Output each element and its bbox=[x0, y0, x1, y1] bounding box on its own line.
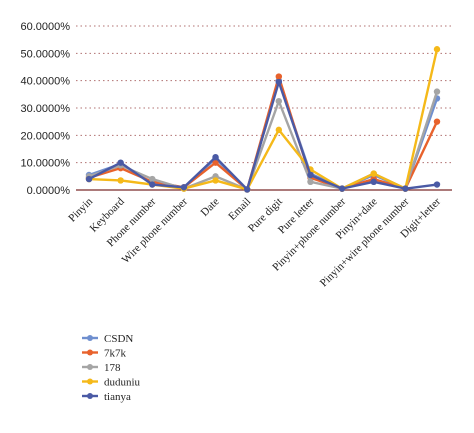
legend-label: 178 bbox=[104, 362, 121, 374]
gridlines bbox=[76, 25, 452, 191]
legend-swatch-marker bbox=[87, 364, 93, 370]
data-point bbox=[149, 181, 156, 188]
data-point bbox=[117, 177, 124, 184]
data-point bbox=[370, 178, 377, 185]
data-point bbox=[433, 181, 441, 188]
data-point bbox=[433, 118, 441, 125]
data-point bbox=[307, 171, 314, 179]
data-point bbox=[117, 159, 124, 166]
legend-label: duduniu bbox=[104, 377, 141, 389]
series-line bbox=[87, 48, 439, 191]
series-tianya bbox=[85, 78, 441, 193]
legend-item: 7k7k bbox=[82, 348, 127, 360]
data-point bbox=[85, 175, 93, 183]
data-point bbox=[370, 170, 377, 177]
legend-swatch-marker bbox=[87, 335, 93, 341]
series-line bbox=[87, 90, 439, 191]
y-axis: 0.0000% 10.0000% 20.0000% 30.0000% 40.0000% 5… bbox=[20, 21, 70, 197]
legend-swatch-marker bbox=[87, 393, 93, 399]
y-tick-label: 30.0000% bbox=[20, 103, 70, 115]
data-point bbox=[212, 159, 219, 166]
data-point bbox=[243, 186, 251, 193]
legend-item: 178 bbox=[82, 362, 121, 374]
data-point bbox=[180, 184, 188, 191]
data-point bbox=[433, 88, 441, 95]
y-tick-label: 10.0000% bbox=[20, 158, 70, 170]
data-point bbox=[212, 177, 219, 184]
legend: CSDN 7k7k 178 duduniu tianya bbox=[82, 333, 141, 403]
data-point bbox=[338, 185, 346, 192]
x-tick-label: Pinyin bbox=[66, 195, 95, 224]
data-point bbox=[307, 178, 314, 185]
data-point bbox=[275, 97, 283, 105]
series-duduniu bbox=[85, 46, 441, 193]
legend-swatch-marker bbox=[87, 349, 93, 356]
y-tick-label: 40.0000% bbox=[20, 76, 70, 88]
x-tick-label: Date bbox=[198, 196, 221, 219]
x-tick-label: Email bbox=[226, 196, 253, 223]
legend-label: CSDN bbox=[104, 333, 133, 345]
y-tick-label: 60.0000% bbox=[20, 21, 70, 33]
data-point bbox=[212, 154, 219, 161]
data-point bbox=[275, 78, 283, 86]
y-tick-label: 0.0000% bbox=[27, 185, 71, 197]
data-point bbox=[275, 73, 283, 80]
legend-swatch-marker bbox=[87, 378, 93, 385]
series-lines bbox=[85, 46, 441, 193]
data-point bbox=[275, 126, 283, 134]
legend-item: CSDN bbox=[82, 333, 133, 345]
data-point bbox=[433, 46, 441, 53]
legend-item: tianya bbox=[82, 391, 131, 403]
legend-label: tianya bbox=[104, 391, 131, 403]
data-point bbox=[149, 175, 156, 183]
y-tick-label: 50.0000% bbox=[20, 48, 70, 60]
series-line bbox=[87, 80, 439, 191]
data-point bbox=[402, 185, 409, 192]
legend-item: duduniu bbox=[82, 377, 141, 389]
legend-label: 7k7k bbox=[104, 348, 127, 360]
y-tick-label: 20.0000% bbox=[20, 130, 70, 142]
